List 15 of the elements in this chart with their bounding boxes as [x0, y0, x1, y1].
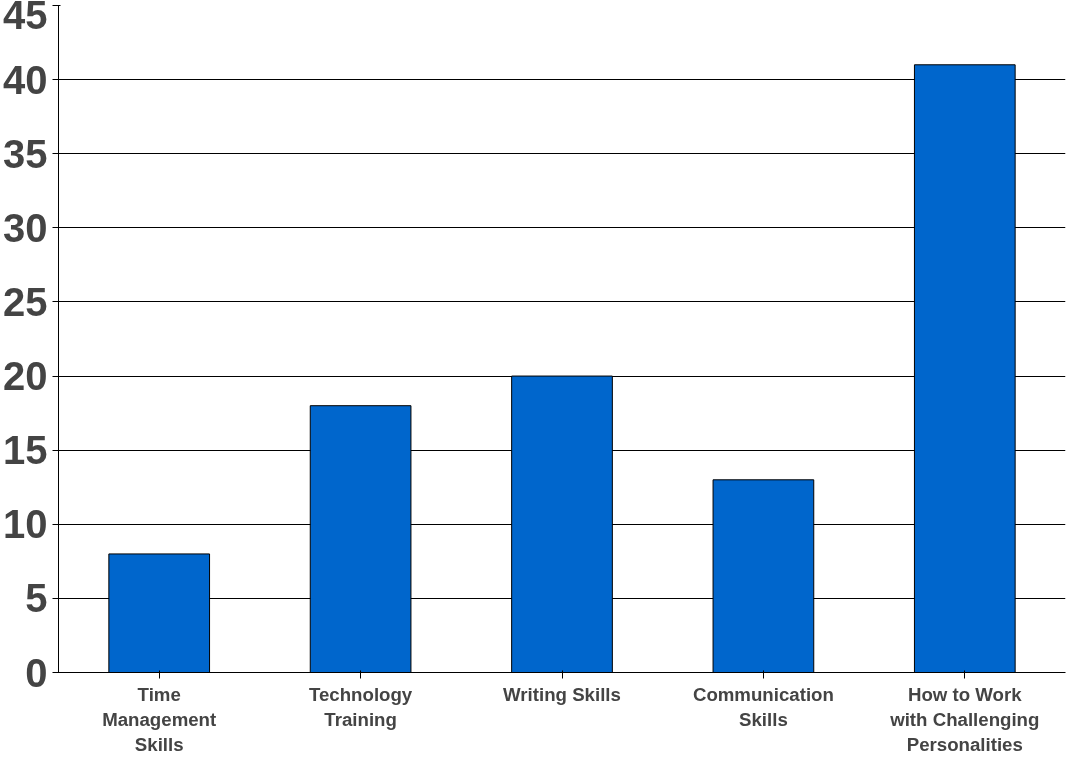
y-tick-label: 0 — [25, 650, 48, 695]
y-tick-label: 40 — [3, 57, 48, 102]
y-tick-label: 20 — [3, 354, 48, 399]
y-tick-label: 5 — [25, 576, 48, 621]
y-tick-label: 10 — [3, 502, 48, 547]
y-tick-label: 15 — [3, 428, 48, 473]
y-tick-label: 45 — [3, 0, 48, 37]
y-tick-label: 25 — [3, 279, 48, 324]
y-tick-label: 35 — [3, 131, 48, 176]
x-tick-label: Writing Skills — [503, 683, 621, 705]
x-tick-label: Technology Training — [308, 683, 413, 730]
x-tick-label: Communication Skills — [692, 683, 834, 730]
y-tick-label: 30 — [3, 205, 48, 250]
x-tick-label: How to Work with Challenging Personalities — [889, 683, 1040, 755]
x-tick-label: Time Management Skills — [102, 683, 217, 755]
